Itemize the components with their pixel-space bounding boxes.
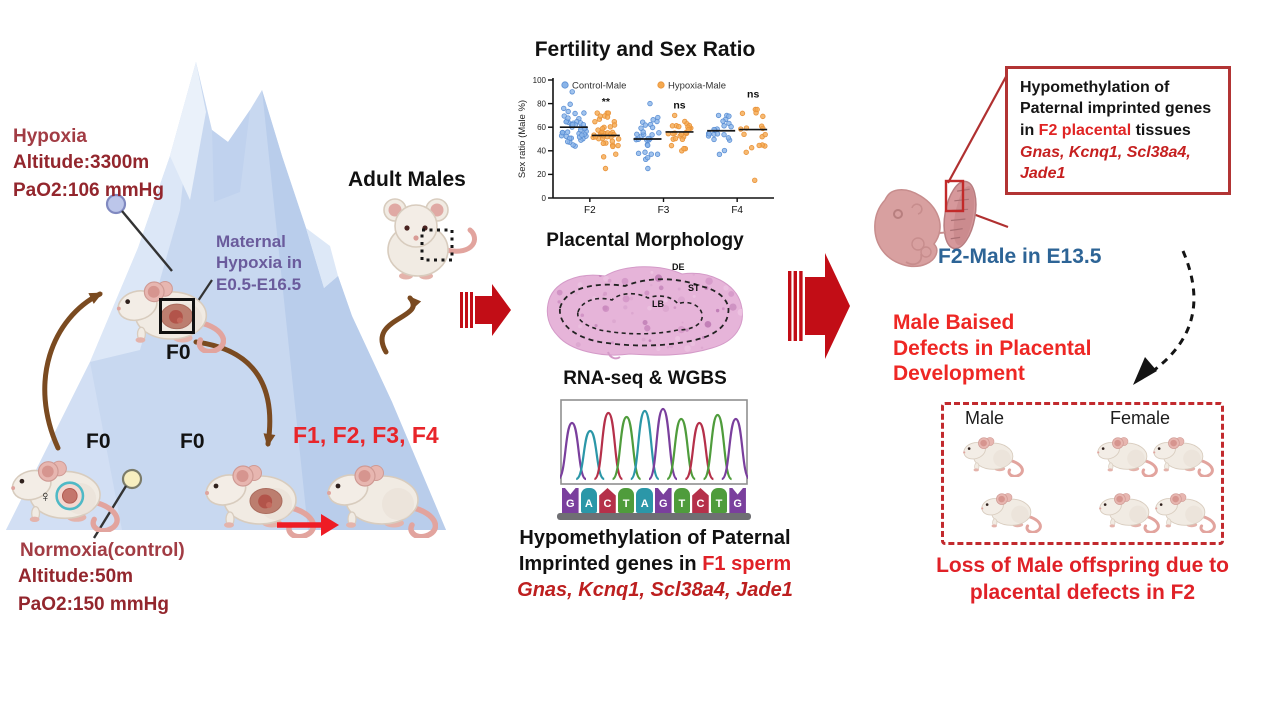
arrow-to-adult-males — [379, 295, 422, 355]
placenta-tissue — [546, 266, 743, 356]
female-column-label: Female — [1110, 408, 1171, 428]
base-T: T — [617, 488, 635, 513]
sex-ratio-scatter-chart: 0 20 40 60 80 100 Sex ratio (Male %) F2 F3 F4 Cont… — [517, 76, 774, 216]
svg-text:100: 100 — [533, 76, 547, 85]
svg-text:F4: F4 — [731, 205, 743, 216]
maternal-hypoxia-label: Maternal Hypoxia in E0.5-E16.5 — [216, 232, 302, 294]
svg-text:F2: F2 — [584, 205, 596, 216]
loss-of-male-offspring-label: Loss of Male offspring due to placental … — [936, 554, 1229, 605]
svg-text:**: ** — [602, 96, 611, 108]
generation-red-arrow — [277, 514, 339, 536]
breeding-arrows — [42, 291, 422, 451]
arrow-f0-to-mother — [42, 291, 103, 451]
male-mouse-2 — [976, 486, 1042, 533]
svg-text:Control-Male: Control-Male — [572, 81, 626, 92]
hypoxia-conditions: Altitude:3300m PaO2:106 mmHg — [13, 152, 165, 201]
hypo-genes: Gnas, Kcnq1, Scl38a4, Jade1 — [517, 579, 793, 601]
sperm-sampling-dotted-square — [420, 228, 454, 262]
sequencing-chromatogram — [560, 399, 748, 485]
f0-label-mid: F0 — [166, 341, 191, 364]
hypomethylation-f1-text: Hypomethylation of Paternal Imprinted ge… — [495, 525, 815, 603]
box-genes: Gnas, Kcnq1, Scl38a4, Jade1 — [1020, 143, 1191, 183]
adult-males-label: Adult Males — [348, 168, 466, 191]
base-T: T — [673, 488, 691, 513]
histology-label-lb: LB — [652, 299, 664, 309]
svg-text:Sex ratio (Male %): Sex ratio (Male %) — [517, 100, 528, 178]
fertility-chart-title: Fertility and Sex Ratio — [534, 38, 756, 61]
hypo-line1: Hypomethylation of Paternal — [519, 527, 791, 549]
svg-text:F3: F3 — [658, 205, 670, 216]
histology-label-de: DE — [672, 262, 685, 272]
offspring-ratio-box — [941, 402, 1224, 545]
f2-male-label: F2-Male in E13.5 — [938, 245, 1102, 268]
fetus-placenta-illustration — [874, 179, 977, 268]
hypoxia-label: Hypoxia — [13, 126, 87, 147]
placenta — [943, 180, 977, 250]
svg-text:20: 20 — [537, 170, 546, 179]
base-G: G — [654, 488, 672, 513]
placenta-histology-image — [546, 266, 743, 360]
generations-label: F1, F2, F3, F4 — [293, 422, 439, 448]
fetus — [874, 189, 941, 268]
svg-text:ns: ns — [673, 99, 685, 111]
hypoxia-marker — [105, 193, 173, 272]
arrow-mother-to-offspring — [193, 339, 276, 447]
normoxia-conditions: Altitude:50m PaO2:150 mmHg — [18, 566, 170, 615]
hypo-line2-red: F1 sperm — [702, 553, 792, 575]
svg-text:0: 0 — [542, 194, 547, 203]
base-C: C — [692, 488, 709, 513]
svg-text:ns: ns — [747, 89, 759, 101]
embryo-highlight-square — [159, 298, 195, 334]
base-A: A — [580, 488, 598, 513]
normoxia-label: Normoxia(control) — [20, 540, 185, 561]
flow-arrow-2 — [788, 253, 850, 359]
sequence-baseline-bar — [557, 513, 751, 520]
box-text-black1: Hypomethylation of Paternal imprinted ge… — [1020, 79, 1212, 139]
outer-dashed-contour — [559, 278, 730, 347]
svg-text:40: 40 — [537, 147, 546, 156]
base-G: G — [729, 488, 746, 513]
histology-label-st: ST — [688, 283, 700, 293]
f0-label-bottom: F0 — [180, 430, 205, 453]
svg-text:60: 60 — [537, 123, 546, 132]
box-text-red: F2 placental — [1038, 121, 1132, 139]
hypo-line2-black: Imprinted genes in — [518, 553, 703, 575]
f0-label-left: F0 — [86, 430, 111, 453]
flow-arrow-1 — [460, 284, 511, 336]
rnaseq-wgbs-title: RNA-seq & WGBS — [563, 368, 727, 389]
svg-text:Hypoxia-Male: Hypoxia-Male — [668, 81, 726, 92]
male-biased-defects-label: Male Baised Defects in Placental Develop… — [893, 311, 1092, 386]
dashed-consequence-arrow — [1133, 250, 1196, 385]
svg-text:80: 80 — [537, 99, 546, 108]
base-C: C — [599, 488, 616, 513]
female-mouse-2 — [1148, 430, 1214, 477]
base-T: T — [710, 488, 728, 513]
male-column-label: Male — [965, 408, 1005, 428]
base-G: G — [562, 488, 579, 513]
f2-hypomethylation-box: Hypomethylation of Paternal imprinted ge… — [1005, 66, 1231, 196]
female-f0-mouse — [2, 448, 120, 532]
placental-morphology-title: Placental Morphology — [546, 230, 744, 251]
fetus-eye — [893, 209, 903, 219]
male-mouse-1 — [958, 430, 1024, 477]
base-A: A — [636, 488, 653, 513]
placenta-roi-rect — [944, 179, 965, 213]
female-mouse-4 — [1150, 486, 1216, 533]
box-text-black2: tissues — [1131, 121, 1191, 139]
